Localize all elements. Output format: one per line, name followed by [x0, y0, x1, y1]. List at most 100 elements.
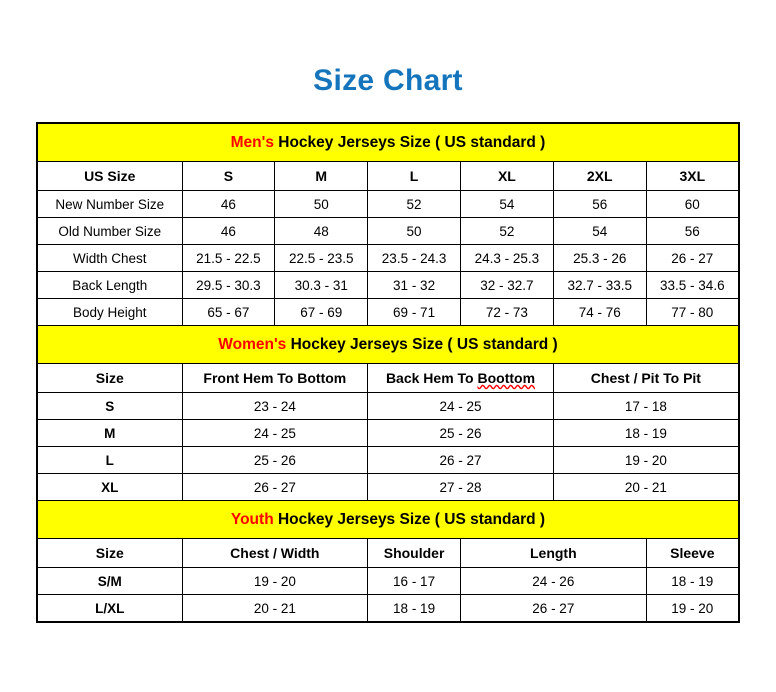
row-label-youth-1: L/XL — [36, 594, 183, 623]
column-header-youth-3: Length — [459, 538, 647, 568]
section-banner-womens: Women's Hockey Jerseys Size ( US standar… — [36, 325, 740, 364]
size-chart-table: Men's Hockey Jerseys Size ( US standard … — [36, 122, 740, 623]
cell-mens-4-5: 77 - 80 — [645, 298, 740, 326]
row-label-youth-0: S/M — [36, 567, 183, 595]
column-header-womens-2: Back Hem To Boottom — [367, 363, 554, 393]
cell-womens-2-2: 19 - 20 — [552, 446, 740, 474]
table-row: Width Chest 21.5 - 22.5 22.5 - 23.5 23.5 - … — [36, 244, 740, 272]
cell-mens-2-4: 25.3 - 26 — [552, 244, 647, 272]
row-label-mens-4: Body Height — [36, 298, 183, 326]
row-label-womens-3: XL — [36, 473, 183, 501]
cell-mens-1-2: 50 — [367, 217, 461, 245]
cell-youth-0-0: 19 - 20 — [181, 567, 369, 595]
row-label-womens-0: S — [36, 392, 183, 420]
misspelled-word: Boottom — [477, 370, 536, 386]
cell-mens-0-3: 54 — [459, 190, 554, 218]
cell-womens-0-0: 23 - 24 — [181, 392, 369, 420]
table-row: L 25 - 26 26 - 27 19 - 20 — [36, 446, 740, 474]
column-header-youth-2: Shoulder — [367, 538, 461, 568]
section-title-womens: Women's Hockey Jerseys Size ( US standar… — [36, 325, 740, 364]
cell-youth-1-3: 19 - 20 — [645, 594, 740, 623]
section-banner-youth: Youth Hockey Jerseys Size ( US standard … — [36, 500, 740, 539]
cell-mens-0-4: 56 — [552, 190, 647, 218]
table-row: Old Number Size 46 48 50 52 54 56 — [36, 217, 740, 245]
banner-rest-text: Hockey Jerseys Size ( US standard ) — [273, 133, 546, 151]
table-row: New Number Size 46 50 52 54 56 60 — [36, 190, 740, 218]
cell-mens-1-3: 52 — [459, 217, 554, 245]
cell-womens-2-1: 26 - 27 — [367, 446, 554, 474]
cell-mens-0-2: 52 — [367, 190, 461, 218]
table-row: S/M 19 - 20 16 - 17 24 - 26 18 - 19 — [36, 567, 740, 595]
column-header-youth-0: Size — [36, 538, 183, 568]
cell-mens-1-4: 54 — [552, 217, 647, 245]
cell-mens-4-2: 69 - 71 — [367, 298, 461, 326]
table-row: Back Length 29.5 - 30.3 30.3 - 31 31 - 32 32… — [36, 271, 740, 299]
size-chart-table-container: Men's Hockey Jerseys Size ( US standard … — [36, 122, 740, 623]
section-banner-mens: Men's Hockey Jerseys Size ( US standard … — [36, 122, 740, 162]
cell-mens-4-4: 74 - 76 — [552, 298, 647, 326]
table-row: S 23 - 24 24 - 25 17 - 18 — [36, 392, 740, 420]
cell-youth-0-1: 16 - 17 — [367, 567, 461, 595]
column-header-row-womens: Size Front Hem To Bottom Back Hem To Boott… — [36, 363, 740, 393]
cell-mens-3-3: 32 - 32.7 — [459, 271, 554, 299]
column-header-row-mens: US Size S M L XL 2XL 3XL — [36, 161, 740, 191]
table-row: XL 26 - 27 27 - 28 20 - 21 — [36, 473, 740, 501]
cell-youth-1-2: 26 - 27 — [459, 594, 647, 623]
cell-mens-2-0: 21.5 - 22.5 — [181, 244, 276, 272]
cell-womens-2-0: 25 - 26 — [181, 446, 369, 474]
column-header-youth-4: Sleeve — [645, 538, 740, 568]
banner-rest-text: Hockey Jerseys Size ( US standard ) — [273, 510, 546, 528]
banner-accent-text: Women's — [218, 335, 287, 353]
cell-mens-1-5: 56 — [645, 217, 740, 245]
column-header-mens-6: 3XL — [645, 161, 740, 191]
banner-accent-text: Youth — [230, 510, 274, 528]
column-header-womens-0: Size — [36, 363, 183, 393]
cell-mens-2-3: 24.3 - 25.3 — [459, 244, 554, 272]
cell-youth-0-2: 24 - 26 — [459, 567, 647, 595]
column-header-mens-5: 2XL — [552, 161, 647, 191]
row-label-womens-2: L — [36, 446, 183, 474]
cell-mens-3-0: 29.5 - 30.3 — [181, 271, 276, 299]
page-title: Size Chart — [313, 64, 463, 97]
cell-mens-0-5: 60 — [645, 190, 740, 218]
cell-mens-4-1: 67 - 69 — [274, 298, 369, 326]
section-title-mens: Men's Hockey Jerseys Size ( US standard … — [36, 122, 740, 162]
column-header-youth-1: Chest / Width — [181, 538, 369, 568]
cell-mens-4-0: 65 - 67 — [181, 298, 276, 326]
cell-womens-1-1: 25 - 26 — [367, 419, 554, 447]
row-label-mens-2: Width Chest — [36, 244, 183, 272]
cell-youth-0-3: 18 - 19 — [645, 567, 740, 595]
cell-mens-3-5: 33.5 - 34.6 — [645, 271, 740, 299]
table-row: L/XL 20 - 21 18 - 19 26 - 27 19 - 20 — [36, 594, 740, 623]
column-header-mens-3: L — [367, 161, 461, 191]
size-chart-table-body: Men's Hockey Jerseys Size ( US standard … — [36, 122, 740, 623]
cell-mens-3-2: 31 - 32 — [367, 271, 461, 299]
cell-womens-1-2: 18 - 19 — [552, 419, 740, 447]
cell-womens-3-2: 20 - 21 — [552, 473, 740, 501]
row-label-womens-1: M — [36, 419, 183, 447]
cell-mens-4-3: 72 - 73 — [459, 298, 554, 326]
row-label-mens-3: Back Length — [36, 271, 183, 299]
table-row: M 24 - 25 25 - 26 18 - 19 — [36, 419, 740, 447]
cell-mens-2-5: 26 - 27 — [645, 244, 740, 272]
row-label-mens-1: Old Number Size — [36, 217, 183, 245]
column-header-mens-4: XL — [459, 161, 554, 191]
cell-womens-3-0: 26 - 27 — [181, 473, 369, 501]
cell-youth-1-0: 20 - 21 — [181, 594, 369, 623]
cell-mens-2-1: 22.5 - 23.5 — [274, 244, 369, 272]
column-header-womens-3: Chest / Pit To Pit — [552, 363, 740, 393]
cell-mens-3-4: 32.7 - 33.5 — [552, 271, 647, 299]
cell-womens-1-0: 24 - 25 — [181, 419, 369, 447]
column-header-row-youth: Size Chest / Width Shoulder Length Sleeve — [36, 538, 740, 568]
cell-mens-1-1: 48 — [274, 217, 369, 245]
cell-mens-3-1: 30.3 - 31 — [274, 271, 369, 299]
banner-accent-text: Men's — [230, 133, 274, 151]
row-label-mens-0: New Number Size — [36, 190, 183, 218]
cell-youth-1-1: 18 - 19 — [367, 594, 461, 623]
section-title-youth: Youth Hockey Jerseys Size ( US standard … — [36, 500, 740, 539]
cell-womens-3-1: 27 - 28 — [367, 473, 554, 501]
cell-mens-0-0: 46 — [181, 190, 276, 218]
cell-mens-2-2: 23.5 - 24.3 — [367, 244, 461, 272]
column-header-womens-1: Front Hem To Bottom — [181, 363, 369, 393]
